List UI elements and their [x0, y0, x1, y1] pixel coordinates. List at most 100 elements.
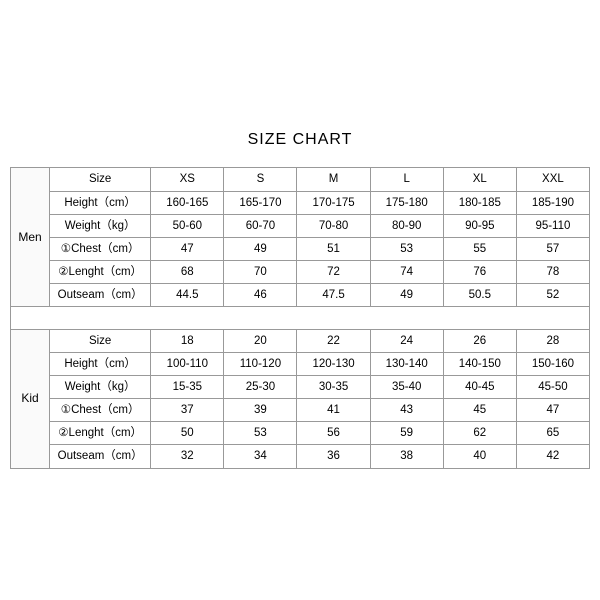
table-cell: 35-40	[370, 376, 443, 399]
table-cell: 95-110	[516, 214, 589, 237]
table-cell: 15-35	[151, 376, 224, 399]
table-cell: 175-180	[370, 191, 443, 214]
table-cell: 180-185	[443, 191, 516, 214]
table-cell: 53	[224, 422, 297, 445]
chart-title: SIZE CHART	[248, 131, 353, 149]
table-cell: 34	[224, 445, 297, 468]
table-cell: 37	[151, 399, 224, 422]
table-cell: 50-60	[151, 214, 224, 237]
table-cell: 70	[224, 260, 297, 283]
row-label: ①Chest（cm）	[50, 399, 151, 422]
table-cell: 24	[370, 330, 443, 353]
table-cell: 60-70	[224, 214, 297, 237]
row-label: Size	[50, 330, 151, 353]
table-row: ②Lenght（cm） 68 70 72 74 76 78	[11, 260, 590, 283]
table-row: Kid Size 18 20 22 24 26 28	[11, 330, 590, 353]
table-cell: 55	[443, 237, 516, 260]
table-cell: 72	[297, 260, 370, 283]
table-row: ①Chest（cm） 37 39 41 43 45 47	[11, 399, 590, 422]
table-cell: M	[297, 168, 370, 191]
table-cell: 165-170	[224, 191, 297, 214]
table-cell: 100-110	[151, 353, 224, 376]
table-cell: XS	[151, 168, 224, 191]
table-cell: 45-50	[516, 376, 589, 399]
table-cell: 90-95	[443, 214, 516, 237]
table-cell: 78	[516, 260, 589, 283]
table-cell: 76	[443, 260, 516, 283]
table-cell: 28	[516, 330, 589, 353]
row-label: ①Chest（cm）	[50, 237, 151, 260]
row-label: ②Lenght（cm）	[50, 260, 151, 283]
row-label: Height（cm）	[50, 353, 151, 376]
table-cell: 39	[224, 399, 297, 422]
table-cell: 51	[297, 237, 370, 260]
table-cell: 25-30	[224, 376, 297, 399]
table-cell: 160-165	[151, 191, 224, 214]
table-cell: 18	[151, 330, 224, 353]
table-cell: 62	[443, 422, 516, 445]
table-cell: 49	[224, 237, 297, 260]
table-cell: 43	[370, 399, 443, 422]
table-row: Outseam（cm） 44.5 46 47.5 49 50.5 52	[11, 283, 590, 306]
row-label: Outseam（cm）	[50, 283, 151, 306]
table-cell: S	[224, 168, 297, 191]
table-cell: 52	[516, 283, 589, 306]
table-cell: 38	[370, 445, 443, 468]
table-cell: 50.5	[443, 283, 516, 306]
row-label: Size	[50, 168, 151, 191]
row-label: ②Lenght（cm）	[50, 422, 151, 445]
table-cell: 20	[224, 330, 297, 353]
table-cell: L	[370, 168, 443, 191]
table-cell: 150-160	[516, 353, 589, 376]
table-cell: 57	[516, 237, 589, 260]
table-cell: 46	[224, 283, 297, 306]
size-chart-table: Men Size XS S M L XL XXL Height（cm） 160-…	[10, 167, 590, 468]
table-cell: 74	[370, 260, 443, 283]
table-cell: 36	[297, 445, 370, 468]
table-row: ①Chest（cm） 47 49 51 53 55 57	[11, 237, 590, 260]
table-cell: 45	[443, 399, 516, 422]
table-cell: 59	[370, 422, 443, 445]
table-cell: 170-175	[297, 191, 370, 214]
row-label: Weight（kg）	[50, 214, 151, 237]
table-cell: 47	[516, 399, 589, 422]
table-cell: 53	[370, 237, 443, 260]
table-row: Weight（kg） 50-60 60-70 70-80 80-90 90-95…	[11, 214, 590, 237]
row-label: Weight（kg）	[50, 376, 151, 399]
row-label: Outseam（cm）	[50, 445, 151, 468]
table-row: Height（cm） 160-165 165-170 170-175 175-1…	[11, 191, 590, 214]
table-cell: 22	[297, 330, 370, 353]
table-cell: 185-190	[516, 191, 589, 214]
spacer-row	[11, 307, 590, 330]
table-cell: 50	[151, 422, 224, 445]
table-row: Height（cm） 100-110 110-120 120-130 130-1…	[11, 353, 590, 376]
group-label-kid: Kid	[11, 330, 50, 469]
table-cell: 80-90	[370, 214, 443, 237]
table-cell: XXL	[516, 168, 589, 191]
table-row: Men Size XS S M L XL XXL	[11, 168, 590, 191]
table-cell: 47.5	[297, 283, 370, 306]
table-cell: 65	[516, 422, 589, 445]
table-cell: 40-45	[443, 376, 516, 399]
table-cell: 120-130	[297, 353, 370, 376]
table-cell: 56	[297, 422, 370, 445]
table-cell: 68	[151, 260, 224, 283]
row-label: Height（cm）	[50, 191, 151, 214]
table-row: ②Lenght（cm） 50 53 56 59 62 65	[11, 422, 590, 445]
table-cell: 32	[151, 445, 224, 468]
table-cell: 140-150	[443, 353, 516, 376]
table-cell: 44.5	[151, 283, 224, 306]
table-cell: XL	[443, 168, 516, 191]
table-cell: 130-140	[370, 353, 443, 376]
table-cell: 41	[297, 399, 370, 422]
table-cell: 42	[516, 445, 589, 468]
table-cell: 40	[443, 445, 516, 468]
table-cell: 47	[151, 237, 224, 260]
table-cell: 30-35	[297, 376, 370, 399]
group-label-men: Men	[11, 168, 50, 307]
table-row: Outseam（cm） 32 34 36 38 40 42	[11, 445, 590, 468]
table-cell: 70-80	[297, 214, 370, 237]
table-cell: 49	[370, 283, 443, 306]
table-cell: 110-120	[224, 353, 297, 376]
table-row: Weight（kg） 15-35 25-30 30-35 35-40 40-45…	[11, 376, 590, 399]
